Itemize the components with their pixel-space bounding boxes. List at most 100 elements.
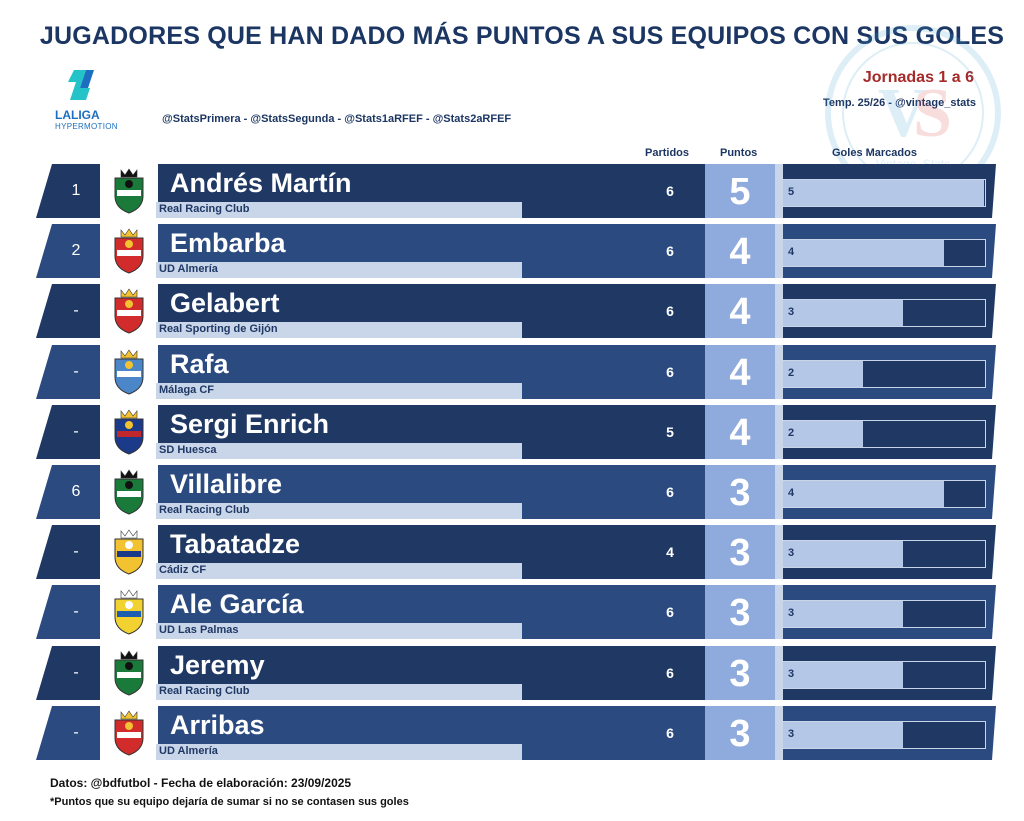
table-row: - Real Sporting de Gijón Gelabert 6 4 3 <box>36 284 996 338</box>
table-row: - Málaga CF Rafa 6 4 2 <box>36 345 996 399</box>
points-cell: 4 <box>705 284 775 338</box>
goals-bar-track: 3 <box>782 299 986 327</box>
points-cell: 3 <box>705 646 775 700</box>
points-cell: 3 <box>705 706 775 760</box>
laliga-logo-icon <box>68 70 94 100</box>
goals-value: 3 <box>788 306 795 318</box>
goals-value: 3 <box>788 547 795 559</box>
goals-bar <box>783 421 864 447</box>
racing-santander-crest-icon <box>114 168 144 214</box>
goals-bar <box>783 601 904 627</box>
malaga-crest-icon <box>114 349 144 395</box>
points-value: 4 <box>729 412 751 454</box>
goals-bar-track: 4 <box>782 480 986 508</box>
club-crest <box>100 465 158 519</box>
goals-bar <box>783 361 864 387</box>
club-bar: Real Racing Club <box>156 503 522 519</box>
huesca-crest-icon <box>114 409 144 455</box>
points-cell: 3 <box>705 465 775 519</box>
club-name: Real Sporting de Gijón <box>159 323 278 335</box>
points-cell: 4 <box>705 224 775 278</box>
club-crest <box>100 164 158 218</box>
points-value: 5 <box>729 171 751 213</box>
club-crest <box>100 284 158 338</box>
matches-value: 6 <box>666 725 674 741</box>
club-name: Málaga CF <box>159 384 215 396</box>
table-row: - Cádiz CF Tabatadze 4 3 3 <box>36 525 996 579</box>
column-header-points: Puntos <box>720 147 758 159</box>
goals-bar-track: 3 <box>782 600 986 628</box>
rank-label: - <box>73 664 79 681</box>
separator-strip <box>775 405 783 459</box>
goals-value: 4 <box>788 487 795 499</box>
club-name: SD Huesca <box>159 444 217 456</box>
almeria-crest-icon <box>114 710 144 756</box>
table-row: - SD Huesca Sergi Enrich 5 4 2 <box>36 405 996 459</box>
table-row: - Real Racing Club Jeremy 6 3 3 <box>36 646 996 700</box>
points-value: 4 <box>729 231 751 273</box>
player-name: Tabatadze <box>170 529 301 559</box>
sporting-gijon-crest-icon <box>114 288 144 334</box>
points-value: 4 <box>729 352 751 394</box>
goals-bar-track: 4 <box>782 239 986 267</box>
club-bar: UD Almería <box>156 744 522 760</box>
goals-bar-track: 2 <box>782 420 986 448</box>
rank-label: 6 <box>71 483 81 500</box>
club-crest <box>100 405 158 459</box>
goals-bar <box>783 722 904 748</box>
column-header-goals: Goles Marcados <box>832 147 917 159</box>
footnote: *Puntos que su equipo dejaría de sumar s… <box>50 796 409 808</box>
matches-value: 6 <box>666 604 674 620</box>
cadiz-crest-icon <box>114 529 144 575</box>
matches-value: 5 <box>666 424 674 440</box>
club-bar: SD Huesca <box>156 443 522 459</box>
matches-value: 6 <box>666 243 674 259</box>
source-note: Datos: @bdfutbol - Fecha de elaboración:… <box>50 776 352 790</box>
goals-bar-track: 3 <box>782 721 986 749</box>
goals-value: 2 <box>788 427 795 439</box>
player-name: Rafa <box>170 349 229 379</box>
matches-value: 6 <box>666 303 674 319</box>
points-cell: 3 <box>705 585 775 639</box>
goals-bar <box>783 481 945 507</box>
points-cell: 4 <box>705 405 775 459</box>
social-handles: @StatsPrimera - @StatsSegunda - @Stats1a… <box>162 113 512 125</box>
separator-strip <box>775 224 783 278</box>
season-label: Temp. 25/26 - @vintage_stats <box>823 97 976 109</box>
points-cell: 4 <box>705 345 775 399</box>
logo-subtext: HYPERMOTION <box>55 122 118 131</box>
rank-label: - <box>73 423 79 440</box>
points-cell: 5 <box>705 164 775 218</box>
matches-value: 4 <box>666 544 674 560</box>
goals-bar-track: 3 <box>782 540 986 568</box>
points-value: 3 <box>729 713 751 755</box>
rank-label: 1 <box>71 182 81 199</box>
separator-strip <box>775 525 783 579</box>
club-name: Real Racing Club <box>159 685 250 697</box>
club-crest <box>100 224 158 278</box>
matchdays-label: Jornadas 1 a 6 <box>862 69 974 86</box>
player-name: Andrés Martín <box>170 168 352 198</box>
player-name: Arribas <box>170 710 265 740</box>
table-row: - UD Almería Arribas 6 3 3 <box>36 706 996 760</box>
matches-value: 6 <box>666 665 674 681</box>
club-crest <box>100 706 158 760</box>
separator-strip <box>775 706 783 760</box>
table-row: 2 UD Almería Embarba 6 4 4 <box>36 224 996 278</box>
club-crest <box>100 585 158 639</box>
club-bar: UD Las Palmas <box>156 623 522 639</box>
separator-strip <box>775 646 783 700</box>
table-row: 6 Real Racing Club Villalibre 6 3 4 <box>36 465 996 519</box>
matches-value: 6 <box>666 484 674 500</box>
matches-value: 6 <box>666 364 674 380</box>
club-name: Real Racing Club <box>159 203 250 215</box>
separator-strip <box>775 284 783 338</box>
points-value: 3 <box>729 592 751 634</box>
goals-value: 4 <box>788 246 795 258</box>
goals-value: 3 <box>788 728 795 740</box>
player-name: Jeremy <box>170 650 265 680</box>
rank-label: - <box>73 543 79 560</box>
rank-label: - <box>73 724 79 741</box>
goals-bar <box>783 240 945 266</box>
points-value: 3 <box>729 472 751 514</box>
